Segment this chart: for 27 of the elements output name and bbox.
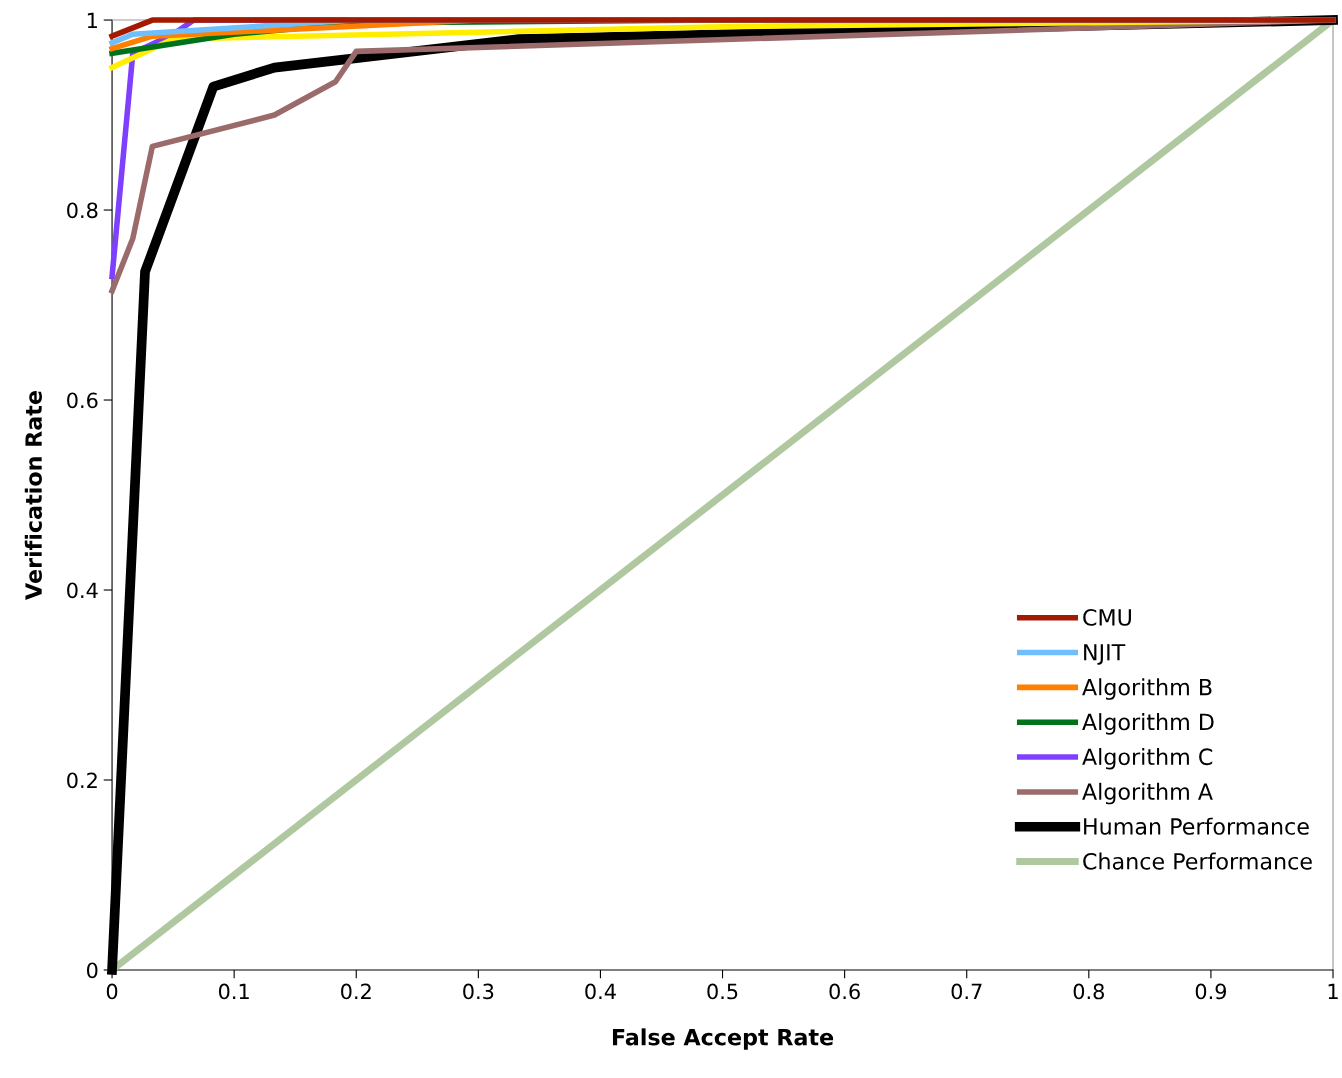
x-tick-label: 0.6 xyxy=(829,983,860,1000)
x-tick-label: 0.4 xyxy=(585,983,616,1000)
x-axis-title: False Accept Rate xyxy=(612,1028,834,1050)
legend-label: NJIT xyxy=(1084,644,1126,665)
x-tick-label: 0.5 xyxy=(707,983,738,1000)
legend-label: Algorithm A xyxy=(1082,782,1213,805)
legend-label: CMU xyxy=(1083,608,1131,626)
x-tick-label: 0.1 xyxy=(218,983,249,1000)
legend-label: Algorithm B xyxy=(1082,678,1212,700)
x-tick-label: 0.2 xyxy=(341,983,371,1000)
legend-label: Human Performance xyxy=(1084,817,1309,835)
legend-label: Algorithm D xyxy=(1082,713,1214,735)
y-tick-label: 1 xyxy=(87,12,97,28)
legend-label: Chance Performance xyxy=(1083,852,1312,870)
y-tick-label: 0 xyxy=(86,962,98,979)
x-tick-label: 1 xyxy=(1328,983,1338,1000)
x-tick-label: 0 xyxy=(106,983,118,1000)
y-axis-title: Verification Rate xyxy=(24,391,42,600)
y-tick-label: 0.6 xyxy=(67,392,98,409)
y-tick-label: 0.4 xyxy=(67,582,98,599)
x-tick-label: 0.7 xyxy=(951,983,982,1000)
x-tick-label: 0.8 xyxy=(1073,983,1104,1000)
y-tick-label: 0.2 xyxy=(67,772,97,789)
legend-label: Algorithm C xyxy=(1082,747,1213,770)
y-tick-label: 0.8 xyxy=(67,202,98,219)
x-tick-label: 0.9 xyxy=(1195,983,1227,1000)
x-tick-label: 0.3 xyxy=(463,983,494,1000)
